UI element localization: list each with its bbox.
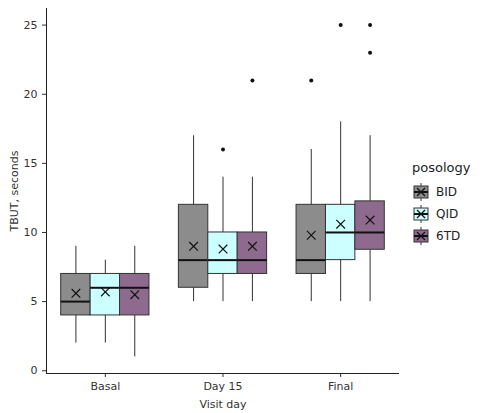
svg-text:15: 15 bbox=[24, 157, 38, 170]
svg-text:10: 10 bbox=[24, 226, 38, 239]
svg-text:Basal: Basal bbox=[90, 380, 120, 393]
svg-text:25: 25 bbox=[24, 19, 38, 32]
svg-text:TBUT, seconds: TBUT, seconds bbox=[8, 150, 21, 232]
html-text:BID: BID bbox=[436, 185, 457, 199]
svg-text:Day 15: Day 15 bbox=[203, 380, 242, 393]
html-text:QID: QID bbox=[436, 207, 459, 221]
html-text:6TD: 6TD bbox=[436, 229, 461, 243]
svg-text:0: 0 bbox=[31, 364, 38, 377]
svg-text:Final: Final bbox=[328, 380, 353, 393]
svg-text:20: 20 bbox=[24, 88, 38, 101]
svg-text:5: 5 bbox=[31, 295, 38, 308]
svg-text:Visit day: Visit day bbox=[199, 398, 247, 411]
html-text:posology: posology bbox=[412, 160, 471, 175]
